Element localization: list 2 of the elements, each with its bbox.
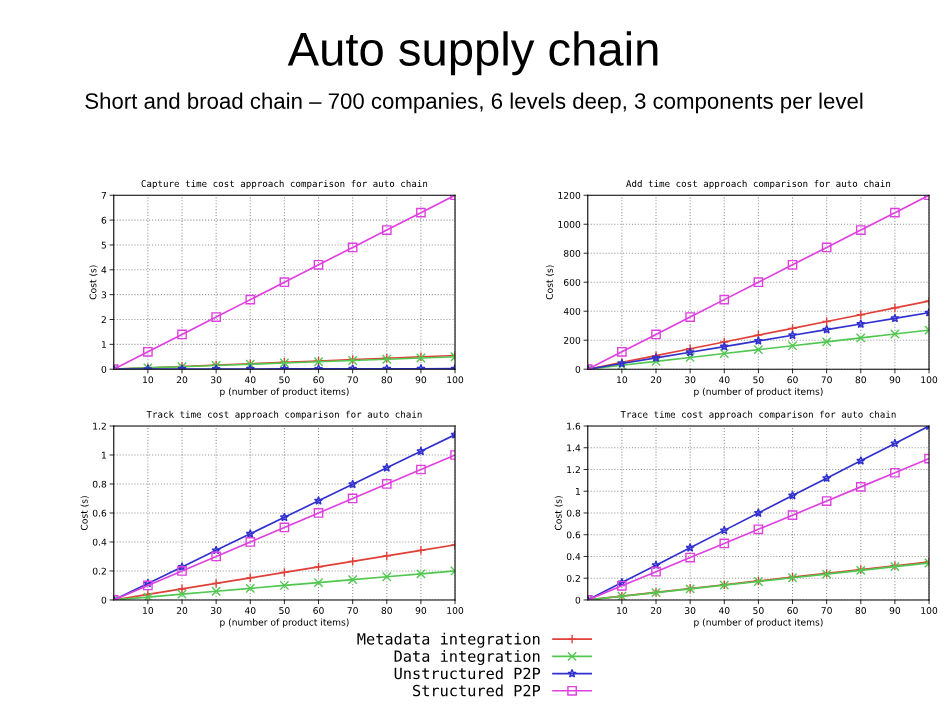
text: Short and broad chain – 700 companies, 6 levels deep, 3 components per level [85,92,863,114]
text: Auto supply chain [287,31,658,76]
